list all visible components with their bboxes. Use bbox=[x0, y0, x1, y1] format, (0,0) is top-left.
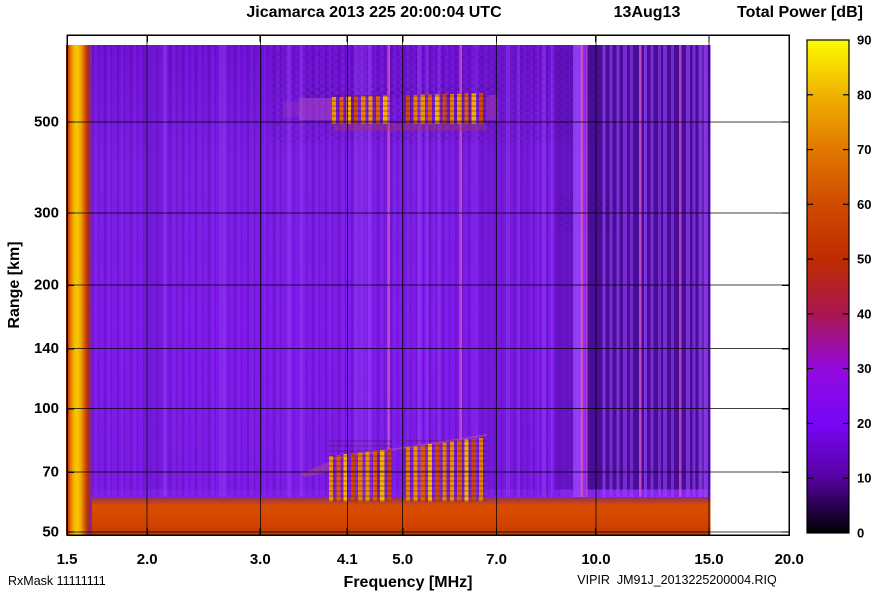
y-tick-label: 50 bbox=[42, 524, 59, 541]
x-tick-label: 3.0 bbox=[250, 551, 271, 568]
colorbar-tick-label: 70 bbox=[857, 142, 871, 157]
x-tick-label: 20.0 bbox=[775, 551, 804, 568]
colorbar-tick-label: 90 bbox=[857, 33, 871, 48]
heatmap-data-layer bbox=[66, 45, 711, 535]
colorbar-tick-label: 80 bbox=[857, 87, 871, 102]
x-tick-label: 2.0 bbox=[137, 551, 158, 568]
colorbar-tick-label: 30 bbox=[857, 361, 871, 376]
y-tick-label: 300 bbox=[34, 204, 59, 221]
colorbar-tick-label: 40 bbox=[857, 306, 871, 321]
x-axis-label: Frequency [MHz] bbox=[344, 574, 473, 591]
grid-lines bbox=[67, 35, 789, 535]
y-tick-label: 140 bbox=[34, 340, 59, 357]
x-tick-label: 10.0 bbox=[581, 551, 610, 568]
file-annotation: VIPIR JM91J_2013225200004.RIQ bbox=[577, 573, 777, 587]
colorbar-tick-label: 0 bbox=[857, 526, 864, 541]
x-tick-label: 4.1 bbox=[337, 551, 358, 568]
y-tick-label: 500 bbox=[34, 114, 59, 131]
rxmask-annotation: RxMask 11111111 bbox=[8, 574, 106, 588]
tick-labels: 1.5 2.0 3.0 4.1 5.0 7.0 10.0 15.0 20.0 50 70 100 140… bbox=[34, 114, 804, 569]
colorbar-title: Total Power [dB] bbox=[737, 4, 863, 21]
colorbar-tick-label: 50 bbox=[857, 252, 871, 267]
y-tick-label: 100 bbox=[34, 400, 59, 417]
colorbar: 0 10 20 30 40 50 60 70 80 90 bbox=[806, 33, 871, 541]
y-tick-label: 70 bbox=[42, 464, 59, 481]
plot-frame bbox=[66, 34, 790, 536]
colorbar-tick-label: 20 bbox=[857, 416, 871, 431]
plot-title: Jicamarca 2013 225 20:00:04 UTC bbox=[246, 4, 502, 21]
y-tick-label: 200 bbox=[34, 277, 59, 294]
colorbar-tick-label: 10 bbox=[857, 471, 871, 486]
x-tick-label: 15.0 bbox=[694, 551, 723, 568]
y-axis-label: Range [km] bbox=[6, 241, 23, 328]
x-tick-label: 5.0 bbox=[392, 551, 413, 568]
colorbar-tick-label: 60 bbox=[857, 197, 871, 212]
x-tick-label: 7.0 bbox=[486, 551, 507, 568]
plot-date: 13Aug13 bbox=[614, 4, 681, 21]
x-tick-label: 1.5 bbox=[57, 551, 78, 568]
